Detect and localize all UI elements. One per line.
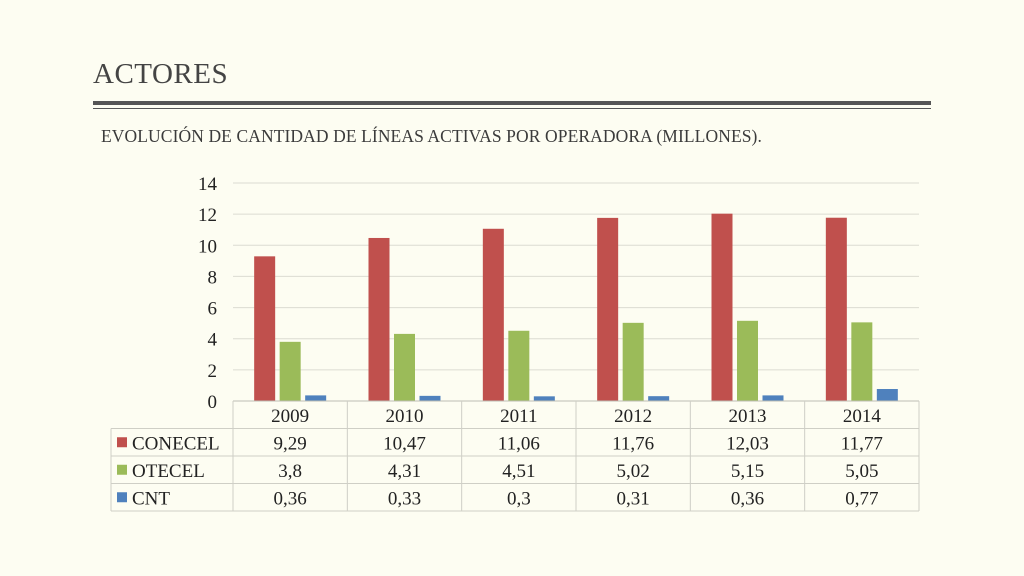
data-label: 11,06: [498, 433, 540, 454]
bars: [254, 213, 898, 401]
bar-otecel-2011: [508, 330, 530, 401]
bar-otecel-2014: [851, 322, 873, 401]
x-category-label: 2010: [386, 406, 424, 427]
bar-cnt-2012: [648, 396, 670, 401]
data-label: 9,29: [274, 433, 307, 454]
data-label: 0,36: [731, 488, 764, 509]
bar-otecel-2010: [394, 333, 415, 401]
data-label: 0,31: [617, 488, 650, 509]
bar-conecel-2012: [597, 217, 619, 401]
data-label: 3,8: [278, 461, 302, 482]
legend-label: OTECEL: [132, 461, 205, 482]
bar-conecel-2010: [368, 237, 390, 401]
x-category-label: 2014: [843, 406, 882, 427]
legend-key-cnt: [117, 492, 127, 503]
data-label: 4,51: [502, 461, 535, 482]
title-rule-thin: [93, 108, 931, 109]
title-rule-thick: [93, 101, 931, 105]
legend-key-conecel: [117, 437, 127, 448]
y-tick-label: 10: [198, 236, 217, 257]
data-label: 0,33: [388, 488, 421, 509]
y-tick-label: 14: [198, 174, 218, 195]
data-label: 0,3: [507, 488, 531, 509]
bar-cnt-2010: [419, 395, 441, 401]
legend-label: CNT: [132, 488, 170, 509]
chart-subtitle: EVOLUCIÓN DE CANTIDAD DE LÍNEAS ACTIVAS …: [101, 126, 762, 146]
bar-cnt-2011: [533, 396, 555, 401]
x-category-label: 2009: [271, 406, 309, 427]
bar-cnt-2014: [876, 389, 898, 401]
data-table: 2009 2010 2011 2012 2013 2014 CONECEL 9,29 10,47…: [110, 400, 920, 512]
y-tick-label: 8: [208, 267, 218, 288]
data-label: 5,05: [845, 461, 878, 482]
data-label: 5,15: [731, 461, 764, 482]
bar-conecel-2009: [254, 256, 276, 401]
bar-otecel-2009: [279, 341, 301, 401]
slide-title: ACTORES: [93, 58, 229, 90]
y-tick-label: 4: [208, 330, 218, 351]
y-tick-label: 0: [208, 392, 218, 413]
bar-cnt-2009: [305, 395, 327, 401]
y-tick-label: 6: [208, 299, 218, 320]
bar-conecel-2013: [711, 213, 733, 401]
data-label: 12,03: [726, 433, 769, 454]
data-label: 4,31: [388, 461, 421, 482]
data-label: 0,36: [274, 488, 307, 509]
data-label: 11,77: [841, 433, 883, 454]
gridlines: [233, 182, 919, 402]
y-axis-ticks: 0 2 4 6 8 10 12 14: [198, 174, 218, 413]
legend-key-otecel: [117, 464, 127, 475]
bar-conecel-2014: [825, 217, 847, 401]
x-category-label: 2013: [729, 406, 767, 427]
bar-cnt-2013: [762, 395, 784, 401]
x-category-label: 2011: [500, 406, 537, 427]
data-label: 10,47: [383, 433, 426, 454]
legend-label: CONECEL: [132, 433, 220, 454]
bar-conecel-2011: [482, 228, 504, 401]
x-category-label: 2012: [614, 406, 652, 427]
data-label: 0,77: [845, 488, 878, 509]
bar-otecel-2013: [737, 320, 758, 401]
y-tick-label: 12: [198, 205, 217, 226]
data-label: 11,76: [612, 433, 654, 454]
y-tick-label: 2: [208, 361, 218, 382]
bar-otecel-2012: [622, 322, 644, 401]
data-label: 5,02: [617, 461, 650, 482]
